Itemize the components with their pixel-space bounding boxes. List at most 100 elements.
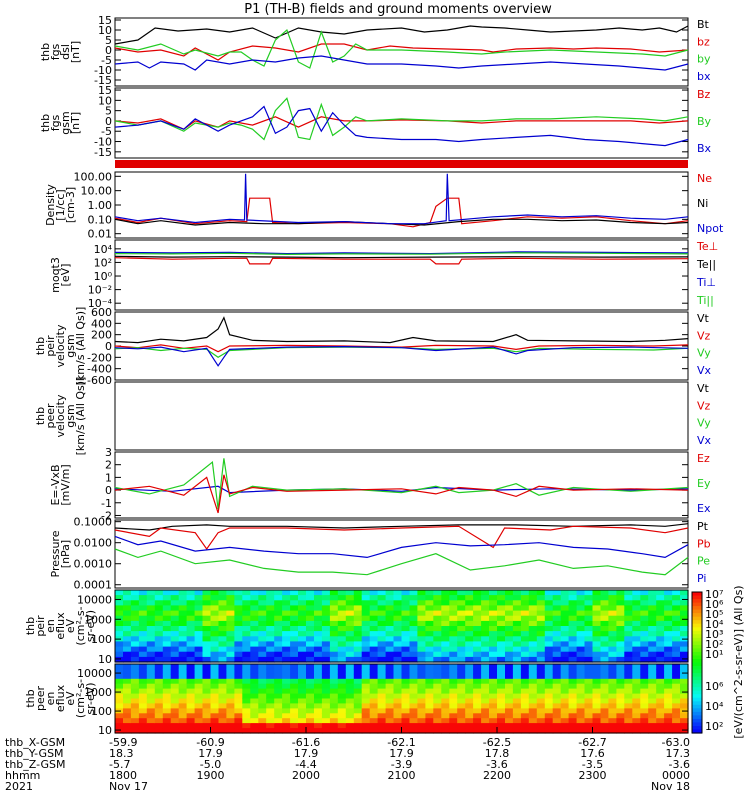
spectrogram-cell — [664, 605, 673, 612]
spectrogram-cell — [274, 610, 283, 617]
spectrogram-cell — [473, 656, 482, 663]
spectrogram-cell — [361, 646, 371, 653]
spectrogram-cell — [298, 718, 307, 724]
spectrogram-cell — [321, 595, 331, 601]
spectrogram-cell — [576, 641, 586, 648]
spectrogram-cell — [544, 678, 554, 685]
spectrogram-cell — [656, 683, 665, 690]
spectrogram-cell — [314, 600, 323, 606]
y-tick-label: -1 — [101, 497, 112, 510]
spectrogram-cell — [266, 646, 275, 653]
spectrogram-cell — [528, 668, 538, 675]
spectrogram-cell — [401, 673, 411, 680]
colorbar-segment — [692, 599, 702, 604]
spectrogram-cell — [345, 615, 355, 622]
spectrogram-cell — [425, 595, 434, 601]
spectrogram-cell — [481, 673, 490, 680]
spectrogram-cell — [632, 664, 641, 670]
spectrogram-cell — [266, 668, 275, 675]
spectrogram-cell — [680, 610, 689, 617]
y-axis-label: eV — [64, 618, 77, 633]
spectrogram-cell — [178, 636, 188, 642]
spectrogram-cell — [306, 668, 315, 675]
spectrogram-cell — [584, 678, 594, 685]
spectrogram-cell — [481, 683, 490, 690]
spectrogram-cell — [226, 656, 235, 663]
spectrogram-cell — [576, 605, 586, 612]
spectrogram-cell — [298, 631, 307, 637]
spectrogram-cell — [624, 683, 633, 690]
spectrogram-cell — [473, 683, 482, 690]
spectrogram-cell — [473, 713, 482, 719]
spectrogram-cell — [361, 698, 371, 704]
spectrogram-cell — [481, 668, 490, 675]
spectrogram-cell — [640, 688, 649, 695]
spectrogram-cell — [290, 610, 299, 617]
y-tick-label: 100 — [91, 633, 112, 646]
spectrogram-cell — [632, 600, 641, 606]
spectrogram-cell — [321, 620, 331, 627]
colorbar-segment — [692, 697, 702, 702]
spectrogram-cell — [306, 615, 315, 622]
spectrogram-cell — [377, 723, 387, 729]
spectrogram-cell — [568, 678, 578, 685]
spectrogram-cell — [290, 678, 299, 685]
spectrogram-cell — [648, 673, 657, 680]
spectrogram-cell — [568, 698, 578, 704]
spectrogram-cell — [568, 605, 578, 612]
spectrogram-cell — [138, 713, 148, 719]
x-axis-value: -60.9 — [196, 736, 224, 749]
spectrogram-cell — [290, 626, 299, 632]
spectrogram-cell — [258, 646, 267, 653]
spectrogram-cell — [632, 723, 641, 729]
spectrogram-cell — [449, 615, 458, 622]
spectrogram-cell — [162, 646, 172, 653]
spectrogram-cell — [290, 636, 299, 642]
spectrogram-cell — [337, 610, 347, 617]
spectrogram-cell — [608, 631, 617, 637]
spectrogram-cell — [138, 723, 148, 729]
spectrogram-cell — [290, 656, 299, 663]
y-axis-label: thb — [34, 337, 47, 355]
spectrogram-cell — [226, 605, 235, 612]
spectrogram-cell — [115, 631, 124, 637]
spectrogram-cell — [409, 600, 419, 606]
spectrogram-cell — [425, 708, 434, 714]
spectrogram-cell — [449, 641, 458, 648]
spectrogram-cell — [218, 615, 228, 622]
spectrogram-cell — [425, 673, 434, 680]
spectrogram-cell — [218, 668, 228, 675]
spectrogram-cell — [680, 703, 689, 709]
spectrogram-cell — [640, 708, 649, 714]
spectrogram-cell — [361, 708, 371, 714]
spectrogram-cell — [528, 631, 538, 637]
spectrogram-cell — [449, 605, 458, 612]
spectrogram-cell — [473, 590, 482, 596]
spectrogram-cell — [640, 590, 649, 596]
series-line-Pt — [114, 523, 689, 531]
spectrogram-cell — [361, 590, 371, 596]
series-line-Npot — [114, 173, 689, 225]
spectrogram-cell — [369, 668, 379, 675]
spectrogram-cell — [497, 703, 506, 709]
spectrogram-cell — [345, 631, 355, 637]
spectrogram-cell — [457, 656, 466, 663]
spectrogram-cell — [138, 610, 148, 617]
spectrogram-cell — [154, 723, 164, 729]
spectrogram-cell — [234, 708, 243, 714]
spectrogram-cell — [417, 651, 426, 658]
y-axis-label: thb — [39, 43, 52, 61]
spectrogram-cell — [680, 646, 689, 653]
spectrogram-cell — [520, 590, 530, 596]
spectrogram-cell — [282, 723, 291, 729]
y-axis-label: eV — [64, 691, 77, 706]
spectrogram-cell — [353, 620, 363, 627]
spectrogram-cell — [337, 718, 347, 724]
spectrogram-cell — [337, 641, 347, 648]
spectrogram-cell — [520, 651, 530, 658]
spectrogram-cell — [353, 683, 363, 690]
spectrogram-cell — [170, 723, 180, 729]
spectrogram-cell — [600, 636, 610, 642]
spectrogram-cell — [329, 708, 339, 714]
